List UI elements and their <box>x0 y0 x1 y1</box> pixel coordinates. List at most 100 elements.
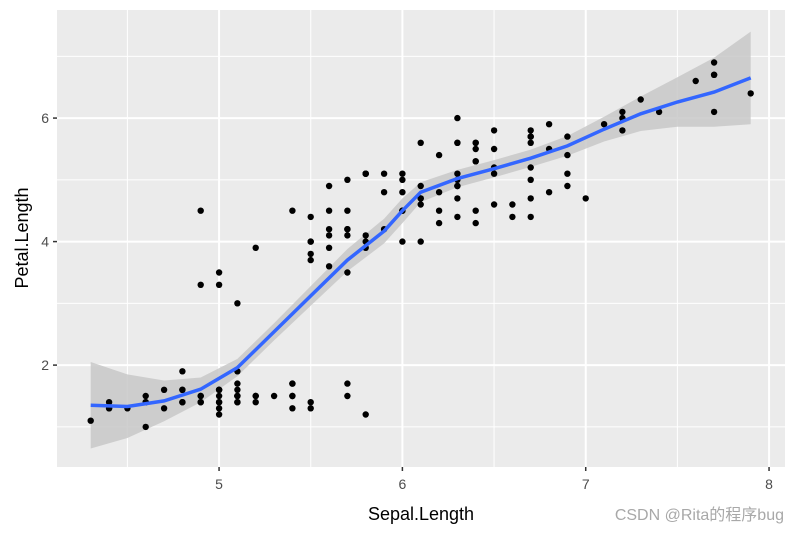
data-point <box>527 176 534 183</box>
x-axis: 5 6 7 8 <box>215 467 773 492</box>
data-point <box>344 207 351 214</box>
data-point <box>564 170 571 177</box>
data-point <box>307 256 314 264</box>
data-point <box>472 219 479 227</box>
data-point <box>509 201 516 208</box>
data-point <box>362 411 369 418</box>
data-point <box>142 392 149 400</box>
data-point <box>160 405 168 412</box>
data-point <box>472 158 479 165</box>
data-points <box>87 59 754 431</box>
data-point <box>619 108 626 116</box>
data-point <box>399 189 406 196</box>
data-point <box>527 133 534 140</box>
data-point <box>417 139 424 146</box>
data-point <box>215 399 223 406</box>
data-point <box>582 195 589 202</box>
y-tick-label: 6 <box>41 110 49 126</box>
data-point <box>399 176 406 183</box>
data-point <box>454 182 461 190</box>
data-point <box>454 170 461 177</box>
data-point <box>435 219 443 227</box>
data-point <box>472 139 479 146</box>
data-point <box>637 96 644 103</box>
data-point <box>600 121 608 128</box>
data-point <box>215 411 223 418</box>
data-point <box>289 380 296 387</box>
data-point <box>454 213 461 221</box>
x-tick-label: 6 <box>398 476 406 492</box>
data-point <box>380 189 388 196</box>
data-point <box>619 127 626 134</box>
data-point <box>325 182 333 190</box>
data-point <box>344 392 351 400</box>
data-point <box>234 399 241 406</box>
data-point <box>215 392 223 400</box>
data-point <box>105 399 113 406</box>
data-point <box>142 423 149 431</box>
data-point <box>344 232 351 239</box>
data-point <box>380 170 388 177</box>
data-point <box>344 226 351 233</box>
data-point <box>234 392 241 400</box>
data-point <box>692 77 699 85</box>
data-point <box>417 238 424 245</box>
data-point <box>252 244 259 251</box>
data-point <box>325 207 333 214</box>
x-tick-label: 8 <box>765 476 773 492</box>
data-point <box>234 386 241 393</box>
data-point <box>454 114 461 122</box>
data-point <box>490 127 498 134</box>
data-point <box>289 405 296 412</box>
data-point <box>325 226 333 233</box>
data-point <box>160 386 168 393</box>
data-point <box>289 207 296 214</box>
data-point <box>710 59 718 66</box>
data-point <box>527 164 534 171</box>
data-point <box>307 238 314 245</box>
y-tick-label: 4 <box>41 234 49 250</box>
data-point <box>710 71 718 79</box>
data-point <box>289 392 296 400</box>
data-point <box>197 392 204 400</box>
data-point <box>362 232 369 239</box>
data-point <box>472 145 479 153</box>
watermark: CSDN @Rita的程序bug <box>614 507 784 524</box>
data-point <box>307 399 314 406</box>
data-point <box>655 108 663 116</box>
data-point <box>234 300 241 307</box>
data-point <box>325 263 333 270</box>
data-point <box>87 417 94 424</box>
data-point <box>215 386 223 393</box>
data-point <box>417 201 424 208</box>
data-point <box>344 176 351 183</box>
data-point <box>545 189 553 196</box>
data-point <box>344 269 351 276</box>
data-point <box>527 213 534 221</box>
data-point <box>325 232 333 239</box>
data-point <box>325 244 333 251</box>
x-tick-label: 7 <box>582 476 590 492</box>
data-point <box>197 281 204 288</box>
data-point <box>270 392 278 400</box>
data-point <box>417 195 424 202</box>
data-point <box>747 90 754 97</box>
data-point <box>215 269 223 276</box>
data-point <box>307 250 314 258</box>
data-point <box>435 207 443 214</box>
data-point <box>564 133 571 140</box>
data-point <box>472 207 479 214</box>
data-point <box>435 189 443 196</box>
data-point <box>490 170 498 177</box>
data-point <box>197 207 204 214</box>
data-point <box>197 399 204 406</box>
data-point <box>344 380 351 387</box>
data-point <box>179 399 186 406</box>
data-point <box>399 238 406 245</box>
data-point <box>527 139 534 146</box>
y-tick-label: 2 <box>41 357 49 373</box>
data-point <box>399 170 406 177</box>
data-point <box>527 195 534 202</box>
data-point <box>454 139 461 146</box>
